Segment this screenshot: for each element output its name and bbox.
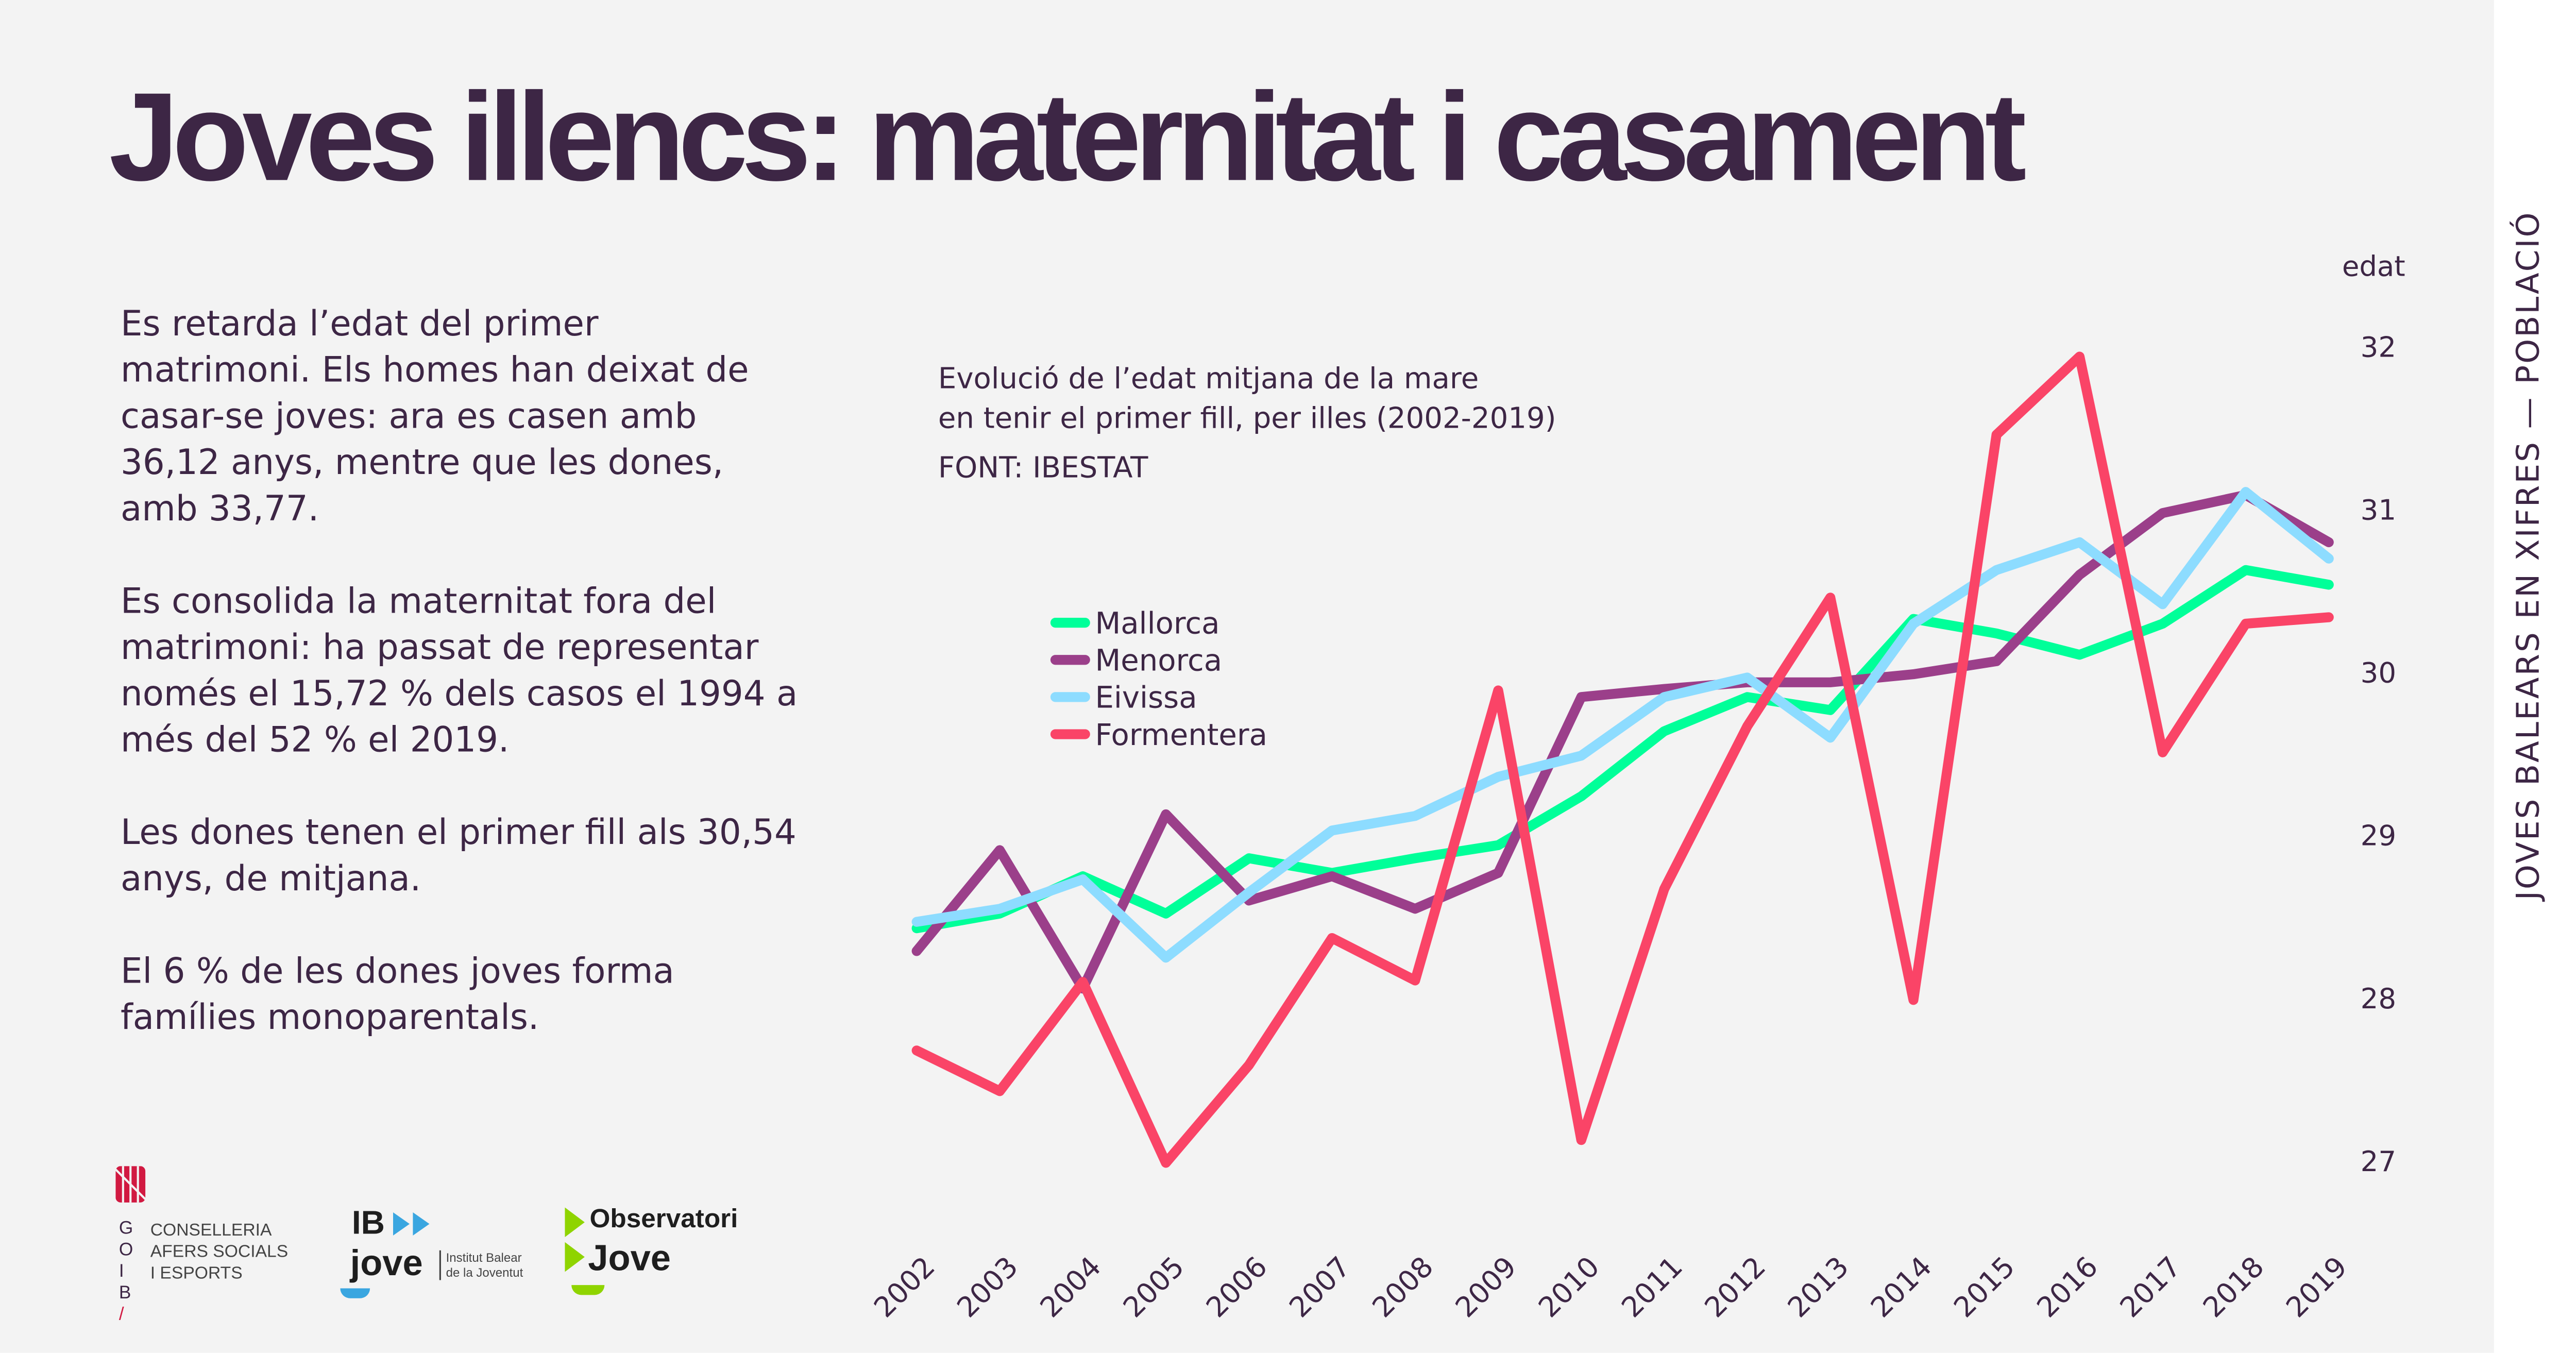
x-tick-label: 2016 <box>2030 1250 2104 1324</box>
goib-line: I ESPORTS <box>150 1263 243 1283</box>
y-tick-label: 28 <box>2361 982 2396 1015</box>
x-tick-label: 2002 <box>868 1250 941 1324</box>
x-tick-label: 2009 <box>1449 1250 1522 1324</box>
goib-shield-icon <box>114 1166 146 1203</box>
line-chart: Evolució de l’edat mitjana de la mare en… <box>868 249 2405 1324</box>
page-title: Joves illencs: maternitat i casament <box>109 67 2027 208</box>
goib-letter: G <box>118 1219 133 1239</box>
x-axis: 2002 2003 2004 2005 2006 2007 2008 2009 2010 2011… <box>868 1250 2353 1324</box>
goib-letter: B <box>118 1283 131 1304</box>
x-tick-label: 2013 <box>1781 1250 1855 1324</box>
x-tick-label: 2007 <box>1283 1250 1357 1324</box>
x-tick-label: 2005 <box>1116 1250 1190 1324</box>
series-line-menorca <box>911 490 2334 994</box>
legend-label: Eivissa <box>1095 680 1197 715</box>
ibjove-smile-icon <box>340 1288 370 1298</box>
side-label: JOVES BALEARS EN XIFRES — POBLACIÓ <box>2510 211 2547 901</box>
x-tick-label: 2004 <box>1033 1250 1107 1324</box>
ibjove-top: IB <box>351 1206 385 1242</box>
y-tick-label: 30 <box>2361 656 2396 689</box>
y-axis: 27 28 29 30 31 32 <box>2361 330 2396 1177</box>
x-tick-label: 2019 <box>2280 1250 2353 1324</box>
x-tick-label: 2015 <box>1947 1250 2021 1324</box>
observatori-top: Observatori <box>589 1206 738 1234</box>
paragraph-out-of-wedlock: Es consolida la maternitat fora del matr… <box>121 581 798 760</box>
legend-label: Mallorca <box>1095 605 1219 640</box>
legend-label: Formentera <box>1095 717 1267 752</box>
goib-letter: I <box>118 1262 124 1282</box>
ibjove-sub: de la Joventut <box>446 1265 523 1280</box>
x-tick-label: 2011 <box>1615 1250 1689 1324</box>
y-tick-label: 27 <box>2361 1145 2396 1178</box>
intro-text: Es retarda l’edat del primer matrimoni. … <box>121 300 798 1087</box>
chart-source: FONT: IBESTAT <box>938 451 1148 484</box>
paragraph-first-child: Les dones tenen el primer fill als 30,54… <box>121 813 796 899</box>
series-line-eivissa <box>911 487 2334 963</box>
play-icon <box>565 1207 585 1272</box>
goib-line: CONSELLERIA <box>150 1221 272 1241</box>
x-tick-label: 2006 <box>1200 1250 1274 1324</box>
ibjove-sub: Institut Balear <box>446 1250 522 1265</box>
series-line-formentera <box>911 351 2334 1168</box>
series-lines <box>911 351 2334 1168</box>
x-tick-label: 2014 <box>1864 1250 1938 1324</box>
ibjove-bottom: jove <box>350 1242 423 1283</box>
x-tick-label: 2008 <box>1366 1250 1439 1324</box>
x-tick-label: 2018 <box>2196 1250 2270 1324</box>
x-tick-label: 2010 <box>1532 1250 1605 1324</box>
observatori-smile-icon <box>571 1285 605 1295</box>
series-line-mallorca <box>911 565 2334 934</box>
x-tick-label: 2003 <box>951 1250 1024 1324</box>
fast-forward-icon <box>393 1212 430 1236</box>
legend-label: Menorca <box>1095 643 1222 678</box>
paragraph-single-parent: El 6 % de les dones joves forma famílies… <box>121 951 674 1038</box>
observatori-bottom: Jove <box>588 1237 671 1279</box>
goib-line: AFERS SOCIALS <box>150 1242 289 1262</box>
goib-logo: G O I B / CONSELLERIA AFERS SOCIALS I ES… <box>114 1166 288 1325</box>
y-axis-label: edat <box>2342 249 2405 282</box>
chart-title-line-1: Evolució de l’edat mitjana de la mare <box>938 362 1479 395</box>
chart-title-line-2: en tenir el primer fill, per illes (2002… <box>938 401 1556 435</box>
content-panel <box>0 0 2494 1353</box>
y-tick-label: 32 <box>2361 330 2396 363</box>
goib-slash: / <box>118 1305 124 1325</box>
x-tick-label: 2012 <box>1698 1250 1772 1324</box>
y-tick-label: 29 <box>2361 819 2396 852</box>
y-tick-label: 31 <box>2361 494 2396 527</box>
x-tick-label: 2017 <box>2113 1250 2187 1324</box>
paragraph-marriage: Es retarda l’edat del primer matrimoni. … <box>121 303 749 529</box>
goib-letter: O <box>118 1240 133 1261</box>
